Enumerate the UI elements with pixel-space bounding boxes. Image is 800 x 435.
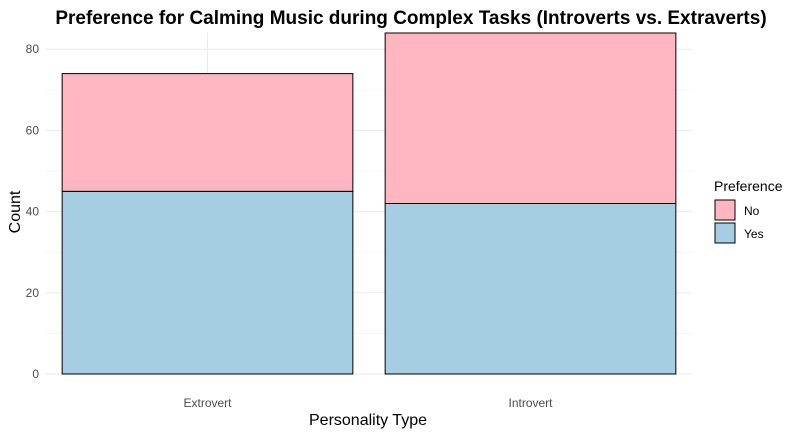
bars — [61, 32, 677, 375]
legend-title: Preference — [714, 178, 783, 194]
bar-extrovert-no — [61, 73, 354, 192]
x-tick-label: Extrovert — [183, 396, 232, 410]
x-axis-title: Personality Type — [309, 412, 427, 429]
y-tick-label: 40 — [26, 205, 40, 219]
bar-introvert-yes — [384, 203, 677, 375]
y-tick-label: 60 — [26, 123, 40, 137]
x-tick-label: Introvert — [508, 396, 553, 410]
bar-extrovert-yes — [61, 190, 354, 375]
legend-key-yes — [714, 222, 736, 244]
legend: Preference No Yes — [714, 178, 783, 244]
y-axis-title: Count — [7, 190, 24, 233]
legend-label-no: No — [744, 204, 760, 218]
legend-label-yes: Yes — [744, 227, 764, 241]
y-tick-label: 0 — [32, 367, 39, 381]
y-tick-label: 80 — [26, 42, 40, 56]
y-axis-ticks: 0 20 40 60 80 — [26, 42, 40, 381]
chart-title: Preference for Calming Music during Comp… — [55, 8, 766, 29]
y-tick-label: 20 — [26, 286, 40, 300]
x-axis-ticks: Extrovert Introvert — [183, 396, 553, 410]
legend-key-no — [714, 199, 736, 221]
bar-introvert-no — [384, 32, 677, 204]
